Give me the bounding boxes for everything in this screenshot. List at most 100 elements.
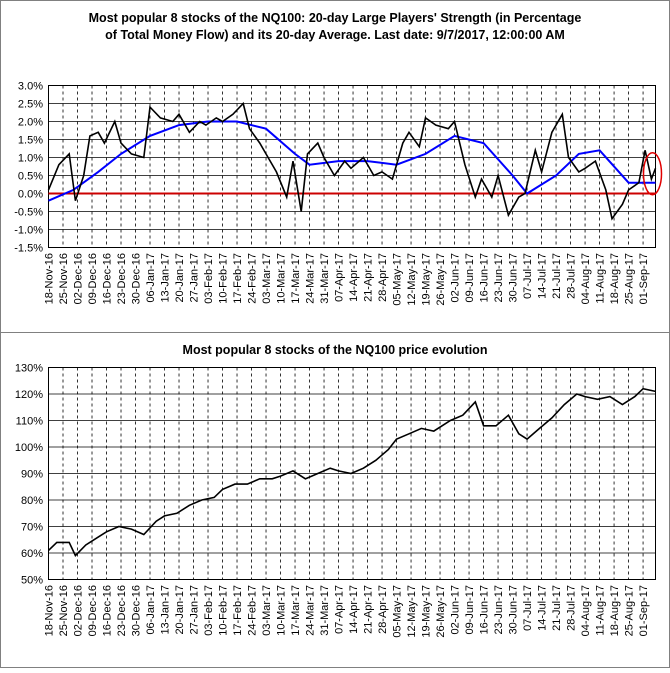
top-gridlines — [48, 85, 656, 248]
bottom-gridlines — [48, 367, 656, 580]
bottom-x-tick-label: 16-Jun-17 — [479, 585, 491, 635]
bottom-x-tick-label: 07-Jul-17 — [522, 585, 534, 631]
bottom-x-tick-label: 11-Aug-17 — [595, 585, 607, 636]
top-y-tick-labels: 3.0% 2.5% 2.0% 1.5% 1.0% 0.5% 0.0% -0.5% -1.0% -1… — [14, 81, 43, 255]
bottom-x-tick-label: 04-Aug-17 — [580, 585, 592, 636]
bottom-x-tick-label: 23-Jun-17 — [493, 585, 505, 635]
bottom-x-tick-label: 03-Feb-17 — [203, 585, 215, 636]
top-x-tick-label: 21-Jul-17 — [551, 253, 563, 299]
bottom-x-tick-label: 18-Nov-16 — [44, 585, 56, 636]
top-x-tick-label: 27-Jan-17 — [189, 253, 201, 303]
top-x-tick-label: 09-Jun-17 — [464, 253, 476, 303]
top-y-tick-label: -1.0% — [14, 225, 43, 237]
top-x-tick-label: 18-Aug-17 — [609, 253, 621, 304]
top-x-tick-label: 04-Aug-17 — [580, 253, 592, 304]
price-series-line — [47, 387, 656, 557]
bottom-x-tick-label: 09-Dec-16 — [87, 585, 99, 636]
bottom-x-tick-label: 27-Jan-17 — [189, 585, 201, 635]
bottom-x-tick-label: 02-Dec-16 — [73, 585, 85, 636]
bottom-x-tick-label: 24-Feb-17 — [247, 585, 259, 636]
bottom-x-tick-label: 03-Mar-17 — [261, 585, 273, 636]
top-x-tick-label: 19-May-17 — [421, 253, 433, 306]
bottom-y-tick-label: 130% — [15, 363, 43, 375]
bottom-x-tick-label: 16-Dec-16 — [102, 585, 114, 636]
bottom-x-tick-label: 25-Nov-16 — [58, 585, 70, 636]
top-chart-title-line2: of Total Money Flow) and its 20-day Aver… — [105, 28, 565, 42]
bottom-x-tick-label: 20-Jan-17 — [174, 585, 186, 635]
top-x-tick-label: 03-Mar-17 — [261, 253, 273, 304]
top-x-tick-label: 10-Mar-17 — [276, 253, 288, 304]
top-x-tick-label: 30-Dec-16 — [131, 253, 143, 304]
last-point-highlight-ellipse — [642, 151, 663, 196]
top-x-tick-label: 14-Apr-17 — [348, 253, 360, 302]
bottom-x-tick-label: 13-Jan-17 — [160, 585, 172, 635]
top-y-tick-label: 0.5% — [18, 171, 43, 183]
top-x-tick-label: 09-Dec-16 — [87, 253, 99, 304]
top-y-tick-label: 2.0% — [18, 117, 43, 129]
top-x-tick-label: 03-Feb-17 — [203, 253, 215, 304]
bottom-x-tick-label: 30-Jun-17 — [508, 585, 520, 635]
top-x-tick-label: 23-Dec-16 — [116, 253, 128, 304]
bottom-x-tick-label: 14-Apr-17 — [348, 585, 360, 634]
bottom-x-tick-labels: 18-Nov-16 25-Nov-16 02-Dec-16 09-Dec-16 16-D… — [44, 585, 651, 638]
bottom-x-tick-label: 31-Mar-17 — [319, 585, 331, 636]
top-y-tick-label: 2.5% — [18, 99, 43, 111]
bottom-x-tick-label: 24-Mar-17 — [305, 585, 317, 636]
top-y-tick-label: 1.5% — [18, 135, 43, 147]
bottom-x-tick-label: 21-Apr-17 — [363, 585, 375, 634]
top-x-tick-label: 12-May-17 — [406, 253, 418, 306]
bottom-x-tick-label: 23-Dec-16 — [116, 585, 128, 636]
top-x-tick-label: 31-Mar-17 — [319, 253, 331, 304]
bottom-x-tick-label: 17-Mar-17 — [290, 585, 302, 636]
bottom-y-tick-label: 100% — [15, 442, 43, 454]
top-x-tick-label: 02-Dec-16 — [73, 253, 85, 304]
bottom-x-tick-label: 14-Jul-17 — [537, 585, 549, 631]
top-x-tick-label: 05-May-17 — [392, 253, 404, 306]
bottom-y-tick-label: 120% — [15, 389, 43, 401]
top-x-tick-label: 23-Jun-17 — [493, 253, 505, 303]
average-series-line — [48, 120, 656, 202]
bottom-x-tick-label: 28-Apr-17 — [377, 585, 389, 634]
top-y-tick-label: 0.0% — [18, 189, 43, 201]
bottom-x-tick-label: 25-Aug-17 — [624, 585, 636, 636]
bottom-x-tick-label: 28-Jul-17 — [566, 585, 578, 631]
top-x-tick-label: 24-Mar-17 — [305, 253, 317, 304]
top-plot-area — [48, 85, 656, 248]
bottom-y-tick-label: 60% — [21, 548, 43, 560]
bottom-y-tick-label: 90% — [21, 469, 43, 481]
bottom-x-tick-label: 09-Jun-17 — [464, 585, 476, 635]
top-x-tick-label: 16-Dec-16 — [102, 253, 114, 304]
top-x-tick-label: 30-Jun-17 — [508, 253, 520, 303]
top-x-tick-label: 16-Jun-17 — [479, 253, 491, 303]
top-x-tick-label: 28-Jul-17 — [566, 253, 578, 299]
bottom-x-tick-label: 18-Aug-17 — [609, 585, 621, 636]
top-x-tick-label: 28-Apr-17 — [377, 253, 389, 302]
top-x-tick-label: 14-Jul-17 — [537, 253, 549, 299]
bottom-x-tick-label: 01-Sep-17 — [638, 585, 650, 636]
top-x-tick-label: 11-Aug-17 — [595, 253, 607, 304]
top-x-tick-label: 06-Jan-17 — [145, 253, 157, 303]
top-x-tick-label: 18-Nov-16 — [44, 253, 56, 304]
top-x-tick-label: 10-Feb-17 — [218, 253, 230, 304]
top-y-tick-label: 1.0% — [18, 153, 43, 165]
bottom-x-tick-label: 19-May-17 — [421, 585, 433, 638]
top-x-tick-label: 07-Apr-17 — [334, 253, 346, 302]
bottom-x-tick-label: 12-May-17 — [406, 585, 418, 638]
top-x-tick-label: 24-Feb-17 — [247, 253, 259, 304]
bottom-x-tick-label: 10-Mar-17 — [276, 585, 288, 636]
top-x-tick-label: 26-May-17 — [435, 253, 447, 306]
top-x-tick-label: 13-Jan-17 — [160, 253, 172, 303]
top-x-tick-label: 07-Jul-17 — [522, 253, 534, 299]
strength-series-line — [47, 101, 657, 221]
top-y-tick-label: -0.5% — [14, 207, 43, 219]
top-y-tick-label: 3.0% — [18, 81, 43, 93]
bottom-x-tick-label: 30-Dec-16 — [131, 585, 143, 636]
bottom-x-tick-label: 17-Feb-17 — [232, 585, 244, 636]
bottom-x-tick-label: 10-Feb-17 — [218, 585, 230, 636]
bottom-x-tick-label: 02-Jun-17 — [450, 585, 462, 635]
bottom-x-tick-label: 06-Jan-17 — [145, 585, 157, 635]
top-x-tick-label: 25-Aug-17 — [624, 253, 636, 304]
top-chart-frame — [0, 0, 670, 333]
